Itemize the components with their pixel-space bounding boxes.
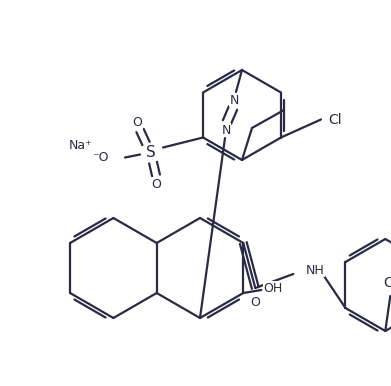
Text: O: O <box>250 296 260 308</box>
Text: OH: OH <box>264 281 283 295</box>
Text: O: O <box>151 178 161 191</box>
Text: ⁻O: ⁻O <box>93 151 109 164</box>
Text: Cl: Cl <box>328 112 342 127</box>
Text: N: N <box>229 93 239 107</box>
Text: N: N <box>221 124 231 137</box>
Text: NH: NH <box>305 264 324 276</box>
Text: S: S <box>146 145 156 160</box>
Text: Cl: Cl <box>384 276 391 290</box>
Text: Na⁺: Na⁺ <box>69 139 93 152</box>
Text: O: O <box>132 116 142 129</box>
